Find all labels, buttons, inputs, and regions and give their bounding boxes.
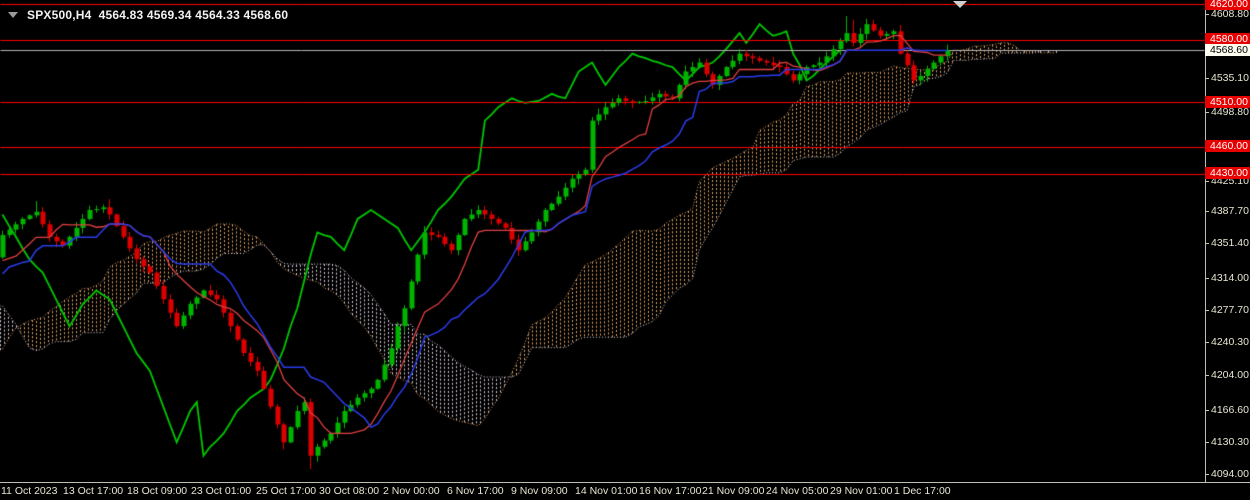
price-axis-label: 4204.00 <box>1211 369 1249 381</box>
level-price-tag: 4460.00 <box>1205 140 1250 152</box>
time-axis-label: 24 Nov 05:00 <box>766 485 829 497</box>
price-axis-tick <box>1205 211 1209 212</box>
chart-title: SPX500,H4 4564.83 4569.34 4564.33 4568.6… <box>8 8 288 22</box>
level-price-tag: 4430.00 <box>1205 167 1250 179</box>
price-axis-tick <box>1205 310 1209 311</box>
price-axis-label: 4166.60 <box>1211 404 1249 416</box>
price-axis-tick <box>1205 14 1209 15</box>
price-axis-label: 4498.80 <box>1211 106 1249 118</box>
level-price-tag: 4580.00 <box>1205 33 1250 45</box>
time-axis-separator <box>0 482 1250 483</box>
price-axis-separator <box>1205 0 1206 482</box>
level-price-tag: 4510.00 <box>1205 96 1250 108</box>
level-price-tag: 4620.00 <box>1205 0 1250 10</box>
time-axis-label: 11 Oct 2023 <box>1 485 58 497</box>
price-axis-label: 4608.80 <box>1211 8 1249 20</box>
price-axis-tick <box>1205 410 1209 411</box>
price-axis-label: 4240.30 <box>1211 336 1249 348</box>
time-axis-label: 2 Nov 00:00 <box>383 485 440 497</box>
chart-title-text: SPX500,H4 4564.83 4569.34 4564.33 4568.6… <box>27 8 289 22</box>
time-axis-label: 29 Nov 01:00 <box>830 485 893 497</box>
time-axis-label: 1 Dec 17:00 <box>894 485 951 497</box>
time-axis-label: 6 Nov 17:00 <box>447 485 504 497</box>
price-axis-tick <box>1205 112 1209 113</box>
price-axis-label: 4535.10 <box>1211 72 1249 84</box>
price-axis[interactable]: 4620.00 4608.80 4580.00 4568.60 4535.10 4510.… <box>1205 0 1250 482</box>
time-axis-label: 13 Oct 17:00 <box>63 485 124 497</box>
time-axis-label: 16 Nov 17:00 <box>639 485 702 497</box>
current-price-tag: 4568.60 <box>1205 44 1250 56</box>
price-axis-tick <box>1205 474 1209 475</box>
time-axis-label: 14 Nov 01:00 <box>575 485 638 497</box>
price-axis-tick <box>1205 342 1209 343</box>
price-axis-tick <box>1205 243 1209 244</box>
price-axis-tick <box>1205 375 1209 376</box>
price-axis-tick <box>1205 181 1209 182</box>
time-axis-label: 21 Nov 09:00 <box>702 485 765 497</box>
time-axis-label: 23 Oct 01:00 <box>191 485 252 497</box>
price-axis-tick <box>1205 442 1209 443</box>
time-axis[interactable]: 11 Oct 2023 13 Oct 17:00 18 Oct 09:00 23 Oc… <box>0 483 1250 500</box>
price-axis-tick <box>1205 278 1209 279</box>
price-axis-label: 4130.30 <box>1211 436 1249 448</box>
time-axis-label: 18 Oct 09:00 <box>127 485 188 497</box>
price-axis-label: 4314.00 <box>1211 272 1249 284</box>
price-axis-tick <box>1205 78 1209 79</box>
chart-shift-marker-icon[interactable] <box>953 1 967 8</box>
price-axis-label: 4094.00 <box>1211 468 1249 480</box>
time-axis-label: 9 Nov 09:00 <box>511 485 568 497</box>
chart-canvas[interactable] <box>0 0 1205 482</box>
quote-dropdown-icon[interactable] <box>8 12 18 18</box>
time-axis-label: 30 Oct 08:00 <box>319 485 380 497</box>
price-axis-label: 4351.40 <box>1211 237 1249 249</box>
price-axis-label: 4277.70 <box>1211 304 1249 316</box>
time-axis-label: 25 Oct 17:00 <box>256 485 317 497</box>
price-axis-label: 4387.70 <box>1211 205 1249 217</box>
